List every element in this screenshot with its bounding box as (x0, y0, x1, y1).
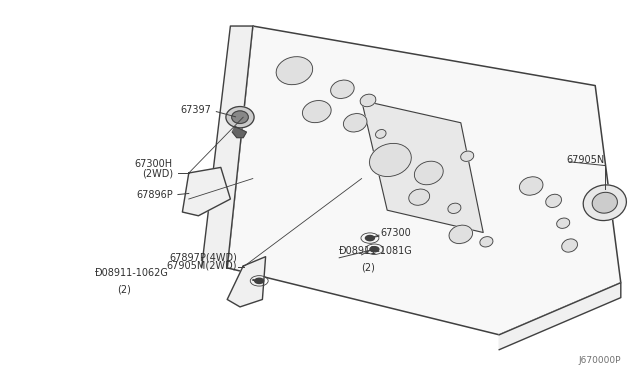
Ellipse shape (449, 225, 472, 244)
Ellipse shape (232, 111, 248, 124)
Polygon shape (182, 167, 230, 216)
Ellipse shape (592, 192, 618, 213)
Ellipse shape (480, 237, 493, 247)
Ellipse shape (276, 57, 313, 85)
Text: 67905N: 67905N (566, 155, 605, 165)
Ellipse shape (360, 94, 376, 107)
Ellipse shape (414, 161, 444, 185)
Circle shape (255, 278, 264, 283)
Ellipse shape (461, 151, 474, 161)
Circle shape (370, 247, 379, 252)
Text: 67300: 67300 (381, 228, 412, 237)
Text: 67897P(4WD): 67897P(4WD) (169, 252, 237, 262)
Ellipse shape (448, 203, 461, 214)
Ellipse shape (562, 239, 577, 252)
Ellipse shape (369, 143, 412, 177)
Text: Ð08911-1062G: Ð08911-1062G (95, 268, 168, 278)
Text: J670000P: J670000P (579, 356, 621, 365)
Text: 67397: 67397 (180, 105, 211, 115)
Text: 67300H: 67300H (134, 159, 173, 169)
Polygon shape (227, 257, 266, 307)
Polygon shape (362, 100, 483, 232)
Ellipse shape (331, 80, 354, 99)
Text: 67896P: 67896P (136, 190, 173, 200)
Ellipse shape (409, 189, 429, 205)
Text: Ð08911-1081G: Ð08911-1081G (339, 246, 413, 256)
Polygon shape (499, 283, 621, 350)
Ellipse shape (344, 113, 367, 132)
Ellipse shape (303, 100, 331, 123)
Ellipse shape (583, 185, 627, 221)
Ellipse shape (376, 129, 386, 138)
Ellipse shape (226, 106, 254, 128)
Ellipse shape (546, 194, 561, 208)
Text: 67905M(2WD): 67905M(2WD) (166, 261, 237, 271)
Polygon shape (227, 26, 621, 335)
Ellipse shape (520, 177, 543, 195)
Circle shape (365, 235, 374, 241)
Text: (2): (2) (362, 262, 376, 272)
Polygon shape (202, 26, 253, 268)
Text: (2WD): (2WD) (141, 169, 173, 179)
Ellipse shape (557, 218, 570, 228)
Text: (2): (2) (117, 285, 131, 295)
Polygon shape (232, 126, 246, 138)
